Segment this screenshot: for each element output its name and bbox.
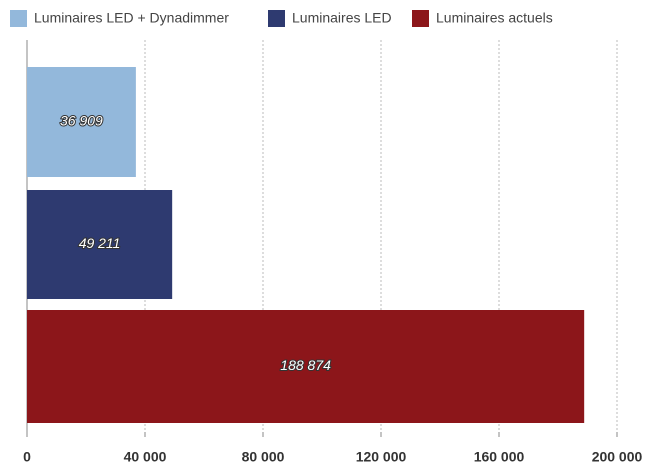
x-tick-label: 40 000 [124, 449, 167, 463]
legend-swatch [268, 10, 285, 27]
data-label: 188 874 [280, 357, 331, 373]
bar [27, 310, 585, 423]
data-label: 36 909 [60, 113, 103, 129]
bar [27, 67, 136, 177]
legend-swatch [412, 10, 429, 27]
x-tick-label: 160 000 [474, 449, 525, 463]
data-label: 49 211 [79, 235, 121, 251]
legend-label: Luminaires LED [292, 10, 392, 26]
legend-label: Luminaires LED + Dynadimmer [34, 10, 229, 26]
x-tick-label: 0 [23, 449, 31, 463]
x-tick-label: 120 000 [356, 449, 407, 463]
legend-swatch [10, 10, 27, 27]
legend-label: Luminaires actuels [436, 10, 553, 26]
bar [27, 190, 173, 299]
x-tick-label: 80 000 [242, 449, 285, 463]
x-tick-label: 200 000 [592, 449, 643, 463]
